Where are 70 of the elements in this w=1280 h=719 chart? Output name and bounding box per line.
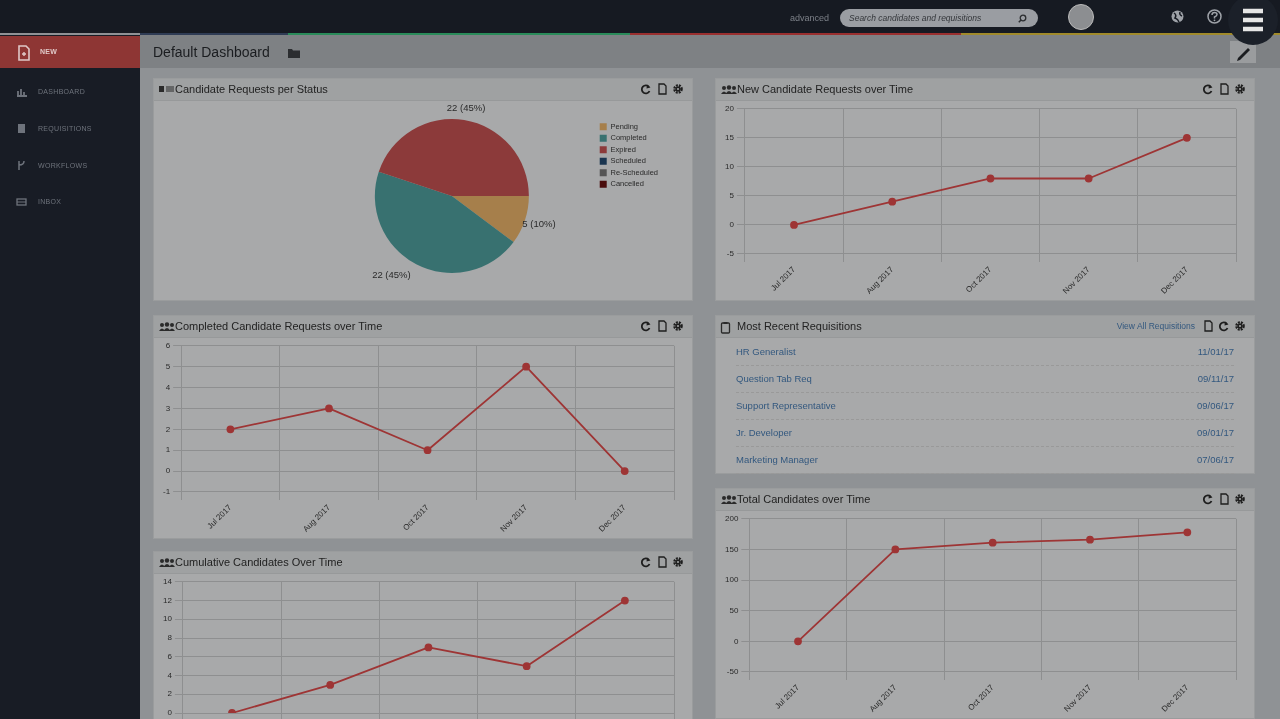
- data-label: 5 (10%): [522, 217, 556, 229]
- chart-title: Total Candidates over Time: [737, 493, 871, 505]
- data-label: 22 (45%): [372, 268, 411, 280]
- text: Marketing Manager: [736, 454, 818, 465]
- point: [891, 545, 900, 554]
- y-tick-label: 4: [165, 382, 171, 392]
- point: [1086, 535, 1094, 544]
- text: Search candidates and requisitions: [849, 13, 982, 23]
- text: 09/01/17: [1197, 427, 1234, 438]
- text: advanced: [790, 13, 830, 23]
- y-tick-label: 5: [165, 361, 171, 371]
- y-tick-label: 6: [165, 341, 171, 350]
- y-tick-label: 200: [724, 514, 739, 523]
- point: [325, 404, 333, 413]
- chart-title: New Candidate Requests over Time: [737, 83, 914, 95]
- y-tick-label: 2: [167, 689, 173, 699]
- text: HR Generalist: [736, 346, 796, 357]
- text: 09/06/17: [1197, 400, 1234, 411]
- point: [1183, 528, 1192, 537]
- y-tick-label: 8: [167, 633, 173, 643]
- point: [522, 662, 531, 671]
- y-tick-label: -5: [726, 249, 735, 259]
- point: [423, 446, 432, 455]
- y-tick-label: 5: [729, 191, 735, 201]
- point: [326, 680, 335, 689]
- y-tick-label: 4: [167, 670, 173, 680]
- y-tick-label: 100: [724, 575, 739, 585]
- y-tick-label: -50: [726, 667, 739, 677]
- y-tick-label: -1: [162, 487, 171, 497]
- text: View All Requisitions: [1116, 321, 1195, 332]
- text: Question Tab Req: [736, 373, 812, 384]
- y-tick-label: 0: [167, 708, 173, 718]
- text: Candidate Requests per Status: [175, 83, 328, 95]
- point: [790, 221, 798, 229]
- point: [988, 538, 997, 547]
- y-tick-label: 150: [724, 544, 739, 554]
- y-tick-label: 15: [724, 133, 735, 143]
- y-tick-label: 0: [733, 636, 739, 646]
- point: [1182, 133, 1191, 142]
- y-tick-label: 14: [162, 577, 173, 586]
- text: Jr. Developer: [736, 427, 792, 438]
- y-tick-label: 1: [165, 445, 171, 455]
- chart-title: Completed Candidate Requests over Time: [175, 320, 383, 332]
- y-tick-label: 10: [724, 162, 735, 172]
- point: [226, 425, 235, 434]
- text: Support Representative: [736, 400, 836, 411]
- text: 09/11/17: [1197, 373, 1234, 384]
- y-tick-label: 10: [162, 614, 173, 624]
- y-tick-label: 2: [165, 424, 171, 434]
- y-tick-label: 0: [165, 466, 171, 476]
- y-tick-label: 0: [729, 220, 735, 230]
- point: [888, 197, 897, 206]
- point: [1084, 174, 1093, 183]
- y-tick-label: 3: [165, 403, 171, 413]
- point: [620, 467, 629, 476]
- y-tick-label: 12: [162, 595, 173, 605]
- text: 07/06/17: [1197, 454, 1234, 465]
- y-tick-label: 20: [724, 104, 735, 113]
- point: [424, 643, 433, 652]
- text: 11/01/17: [1197, 346, 1234, 357]
- y-tick-label: 6: [167, 651, 173, 661]
- point: [794, 637, 802, 646]
- text: Default Dashboard: [153, 44, 270, 60]
- point: [522, 362, 531, 371]
- data-label: 22 (45%): [446, 101, 486, 113]
- point: [986, 174, 995, 183]
- chart-title: Cumulative Candidates Over Time: [175, 556, 343, 568]
- text: Most Recent Requisitions: [737, 320, 862, 332]
- y-tick-label: 50: [729, 605, 739, 615]
- point: [620, 596, 629, 605]
